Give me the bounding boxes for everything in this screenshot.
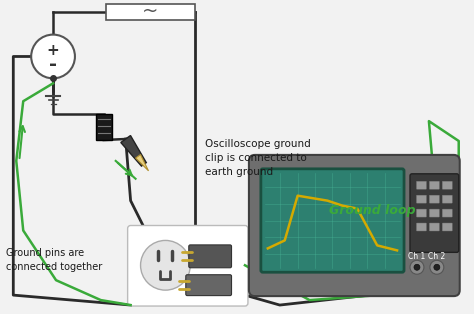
FancyBboxPatch shape: [261, 169, 404, 272]
Text: Ch 2: Ch 2: [428, 252, 446, 261]
FancyBboxPatch shape: [186, 275, 231, 295]
Bar: [96, 114, 112, 140]
FancyBboxPatch shape: [417, 195, 427, 203]
FancyBboxPatch shape: [429, 223, 439, 231]
Text: +: +: [46, 43, 59, 58]
Circle shape: [31, 35, 75, 78]
FancyBboxPatch shape: [442, 223, 452, 231]
FancyBboxPatch shape: [429, 181, 439, 189]
FancyBboxPatch shape: [442, 181, 452, 189]
Text: Oscilloscope ground
clip is connected to
earth ground: Oscilloscope ground clip is connected to…: [205, 139, 311, 177]
Bar: [106, 4, 195, 20]
Text: Ground loop: Ground loop: [329, 204, 416, 217]
Circle shape: [430, 260, 444, 274]
FancyBboxPatch shape: [442, 195, 452, 203]
Text: ~: ~: [142, 2, 159, 21]
Circle shape: [141, 241, 190, 290]
FancyBboxPatch shape: [128, 225, 248, 306]
FancyBboxPatch shape: [417, 223, 427, 231]
FancyBboxPatch shape: [429, 195, 439, 203]
Circle shape: [434, 264, 440, 270]
FancyBboxPatch shape: [429, 209, 439, 217]
Text: -: -: [49, 55, 57, 74]
Polygon shape: [121, 136, 146, 166]
Text: Ch 1: Ch 1: [408, 252, 426, 261]
FancyBboxPatch shape: [417, 181, 427, 189]
FancyBboxPatch shape: [410, 174, 459, 252]
Text: Ground pins are
connected together: Ground pins are connected together: [6, 248, 102, 272]
FancyBboxPatch shape: [442, 209, 452, 217]
Circle shape: [410, 260, 424, 274]
FancyBboxPatch shape: [417, 209, 427, 217]
FancyBboxPatch shape: [189, 245, 231, 268]
Circle shape: [414, 264, 420, 270]
Polygon shape: [136, 154, 148, 171]
FancyBboxPatch shape: [249, 155, 460, 296]
